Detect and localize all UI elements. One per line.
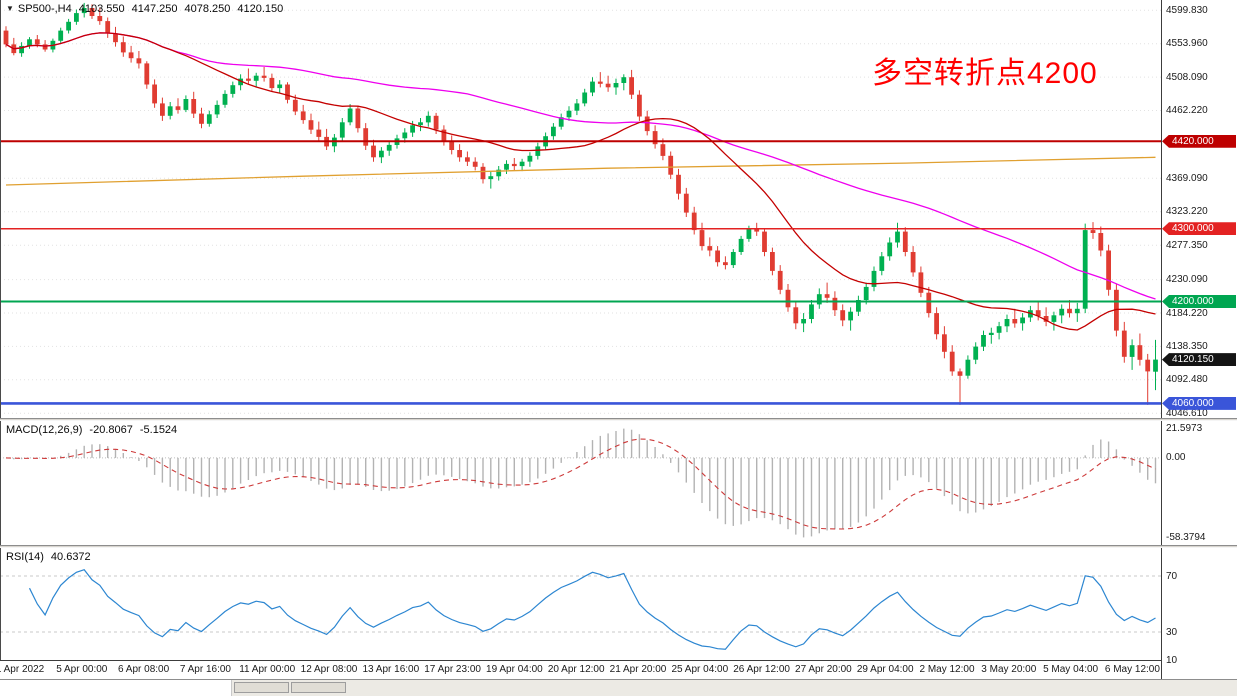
time-label: 2 May 12:00 bbox=[919, 664, 975, 675]
rsi-indicator-panel[interactable]: RSI(14) 40.6372 bbox=[0, 548, 1161, 660]
rsi-canvas[interactable] bbox=[0, 548, 1161, 660]
time-label: 3 May 20:00 bbox=[981, 664, 1037, 675]
macd-canvas[interactable] bbox=[0, 421, 1161, 545]
ma-long-line bbox=[5, 156, 1156, 186]
price-tick-label: 4553.960 bbox=[1166, 38, 1208, 50]
price-tick-label: 4138.350 bbox=[1166, 340, 1208, 352]
statusbar-box-1[interactable] bbox=[234, 682, 289, 693]
ohlc-open-value: 4103.550 bbox=[78, 3, 125, 15]
price-axis[interactable]: 4599.830 4553.960 4508.090 4462.220 4369.090… bbox=[1161, 0, 1237, 679]
rsi-axis-label: 70 bbox=[1166, 570, 1178, 582]
ma-slow-line bbox=[5, 32, 1156, 300]
statusbar-left-segment bbox=[0, 680, 232, 696]
macd-axis-min-label: -58.3794 bbox=[1166, 531, 1206, 543]
macd-axis-zero-label: 0.00 bbox=[1166, 452, 1186, 464]
price-tick-label: 4323.220 bbox=[1166, 206, 1208, 218]
price-badge-4300.000: 4300.000 bbox=[1162, 222, 1236, 236]
symbol-dropdown-icon[interactable]: ▼ bbox=[6, 4, 14, 13]
time-label: 11 Apr 00:00 bbox=[239, 664, 296, 675]
macd-title: MACD(12,26,9) bbox=[6, 424, 83, 436]
macd-header: MACD(12,26,9) -20.8067 -5.1524 bbox=[6, 424, 177, 436]
rsi-header: RSI(14) 40.6372 bbox=[6, 551, 91, 563]
time-label: 17 Apr 23:00 bbox=[424, 664, 481, 675]
macd-axis-max-label: 21.5973 bbox=[1166, 423, 1203, 435]
time-label: 5 May 04:00 bbox=[1043, 664, 1099, 675]
time-label: 13 Apr 16:00 bbox=[362, 664, 420, 675]
price-badge-4060.000: 4060.000 bbox=[1162, 396, 1236, 410]
macd-histogram bbox=[13, 428, 1157, 538]
time-label: 27 Apr 20:00 bbox=[795, 664, 852, 675]
time-label: 7 Apr 16:00 bbox=[179, 664, 231, 675]
candles-group[interactable] bbox=[3, 2, 1158, 405]
time-label: 6 Apr 08:00 bbox=[118, 664, 170, 675]
price-tick-label: 4508.090 bbox=[1166, 71, 1208, 83]
price-gridlines bbox=[0, 9, 1161, 414]
macd-indicator-panel[interactable]: MACD(12,26,9) -20.8067 -5.1524 bbox=[0, 421, 1161, 545]
price-tick-label: 4277.350 bbox=[1166, 239, 1208, 251]
statusbar-box-2[interactable] bbox=[291, 682, 346, 693]
chart-annotation-text[interactable]: 多空转折点4200 bbox=[872, 57, 1098, 90]
candlestick-canvas[interactable] bbox=[0, 0, 1161, 418]
panel-splitter-rsi[interactable] bbox=[0, 545, 1237, 548]
time-label: 21 Apr 20:00 bbox=[609, 664, 667, 675]
rsi-axis-label: 30 bbox=[1166, 626, 1178, 638]
price-tick-label: 4230.090 bbox=[1166, 274, 1208, 286]
ohlc-close-value: 4120.150 bbox=[237, 3, 284, 15]
main-chart-panel[interactable]: ▼ SP500-,H4 4103.550 4147.250 4078.250 4120.1… bbox=[0, 0, 1161, 418]
time-axis[interactable]: 1 Apr 2022 5 Apr 00:00 6 Apr 08:00 7 Apr 16… bbox=[0, 660, 1161, 679]
time-label: 20 Apr 12:00 bbox=[547, 664, 605, 675]
time-label: 29 Apr 04:00 bbox=[856, 664, 914, 675]
rsi-value: 40.6372 bbox=[50, 551, 91, 563]
time-label: 5 Apr 00:00 bbox=[56, 664, 108, 675]
macd-main-value: -20.8067 bbox=[89, 424, 133, 436]
rsi-title: RSI(14) bbox=[6, 551, 44, 563]
time-label: 19 Apr 04:00 bbox=[486, 664, 543, 675]
panel-splitter-macd[interactable] bbox=[0, 418, 1237, 421]
rsi-axis-label: 10 bbox=[1166, 654, 1178, 666]
window-bottom-bar bbox=[0, 679, 1237, 696]
price-tick-label: 4092.480 bbox=[1166, 374, 1208, 386]
current-price-badge: 4120.150 bbox=[1162, 353, 1236, 367]
time-label: 12 Apr 08:00 bbox=[300, 664, 358, 675]
price-tick-label: 4369.090 bbox=[1166, 172, 1208, 184]
price-tick-label: 4046.610 bbox=[1166, 407, 1208, 419]
price-tick-label: 4599.830 bbox=[1166, 4, 1208, 16]
time-label: 26 Apr 12:00 bbox=[733, 664, 790, 675]
price-badge-4420.000: 4420.000 bbox=[1162, 134, 1236, 148]
main-chart-header: ▼ SP500-,H4 4103.550 4147.250 4078.250 4120.1… bbox=[6, 3, 283, 15]
macd-signal-value: -5.1524 bbox=[139, 424, 178, 436]
rsi-line bbox=[28, 568, 1156, 650]
price-tick-label: 4462.220 bbox=[1166, 105, 1208, 116]
window-left-border bbox=[0, 0, 1, 679]
price-badge-4200.000: 4200.000 bbox=[1162, 295, 1236, 308]
time-label: 25 Apr 04:00 bbox=[671, 664, 729, 675]
time-label: 1 Apr 2022 bbox=[0, 664, 45, 675]
price-tick-label: 4184.220 bbox=[1166, 307, 1208, 319]
macd-signal-line bbox=[5, 438, 1156, 530]
time-label: 6 May 12:00 bbox=[1104, 664, 1160, 675]
ohlc-low-value: 4078.250 bbox=[184, 3, 231, 15]
symbol-timeframe-label: SP500-,H4 bbox=[17, 3, 72, 15]
ohlc-high-value: 4147.250 bbox=[131, 3, 178, 15]
